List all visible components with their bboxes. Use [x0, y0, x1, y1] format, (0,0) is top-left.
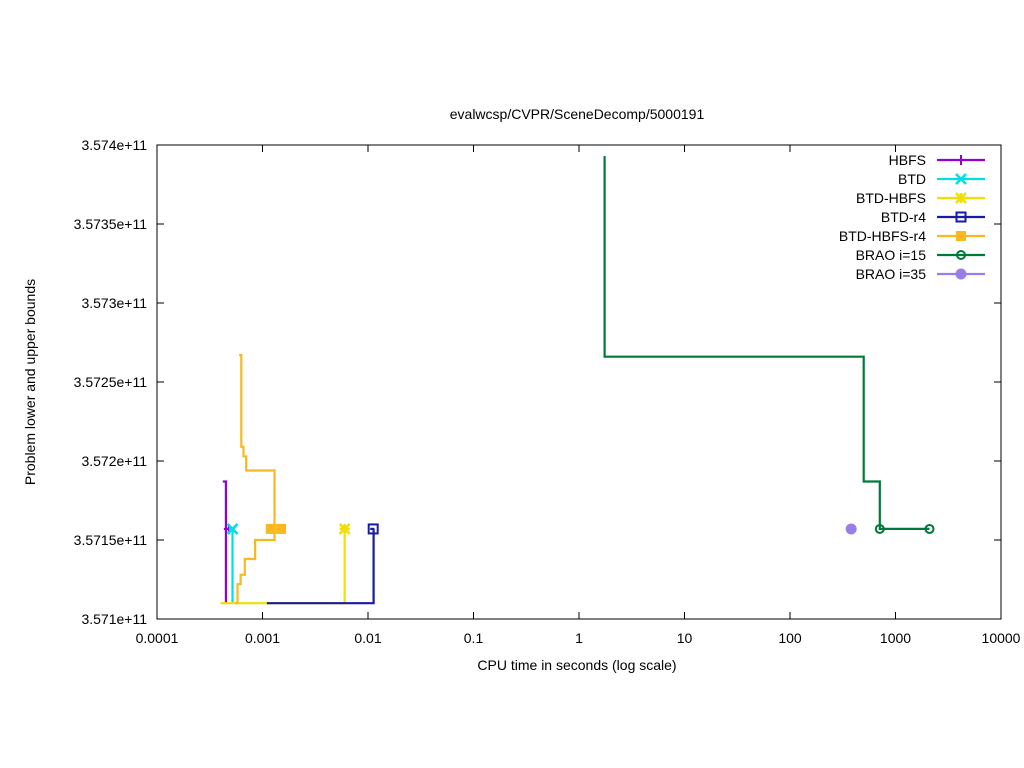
filled-circle-marker — [845, 523, 857, 535]
legend-entry: BTD-HBFS-r4 — [839, 228, 985, 244]
x-axis-label: CPU time in seconds (log scale) — [477, 657, 676, 673]
x-tick-label: 0.01 — [354, 630, 381, 646]
filled-square-marker — [956, 231, 966, 241]
legend-entry: BTD-HBFS — [856, 190, 985, 206]
series-btd-hbfs-r4 — [235, 354, 287, 605]
legend-entry: BTD — [898, 171, 985, 187]
legend-label: BTD — [898, 171, 926, 187]
y-tick-label: 3.5715e+11 — [74, 532, 148, 548]
legend-label: BTD-r4 — [881, 209, 926, 225]
filled-square-marker — [276, 523, 287, 534]
y-axis-label: Problem lower and upper bounds — [22, 279, 38, 485]
square-marker — [955, 211, 967, 223]
circle-marker — [956, 250, 966, 260]
legend-entry: HBFS — [889, 152, 985, 168]
star-marker — [955, 192, 967, 204]
legend: HBFS BTD BTD-HBFS BTD-r4 BTD-HBFS-r4 BRAO i=1… — [839, 152, 985, 282]
cross-marker — [226, 523, 239, 535]
legend-label: BRAO i=15 — [856, 247, 927, 263]
series-layer — [220, 156, 935, 605]
x-tick-label: 0.1 — [464, 630, 484, 646]
axes: 0.0001 0.001 0.01 0.1 1 10 100 1000 10000 3.571e+… — [74, 137, 1021, 646]
x-tick-label: 10000 — [982, 630, 1021, 646]
plot-frame — [156, 144, 1002, 620]
legend-label: BRAO i=35 — [856, 266, 927, 282]
cross-marker — [955, 173, 967, 185]
x-tick-label: 0.0001 — [136, 630, 179, 646]
star-marker — [338, 523, 351, 535]
upper-bound-line — [239, 354, 284, 530]
legend-entry: BRAO i=15 — [856, 247, 985, 263]
circle-marker — [874, 523, 885, 534]
legend-entry: BTD-r4 — [881, 209, 985, 225]
legend-label: HBFS — [889, 152, 926, 168]
filled-circle-marker — [955, 268, 967, 280]
y-tick-label: 3.571e+11 — [81, 611, 147, 627]
series-btd-hbfs — [220, 523, 351, 605]
legend-label: BTD-HBFS-r4 — [839, 228, 926, 244]
filled-square-marker — [265, 523, 276, 534]
square-marker — [367, 523, 379, 535]
y-tick-label: 3.574e+11 — [81, 137, 147, 153]
y-tick-label: 3.5735e+11 — [74, 216, 148, 232]
series-brao-i-35 — [845, 523, 857, 535]
circle-marker — [924, 523, 935, 534]
series-btd — [226, 523, 239, 604]
x-tick-label: 1000 — [880, 630, 911, 646]
upper-bound-line — [222, 480, 233, 530]
x-tick-label: 100 — [778, 630, 802, 646]
y-tick-label: 3.573e+11 — [81, 295, 147, 311]
y-tick-label: 3.5725e+11 — [74, 374, 148, 390]
x-tick-label: 1 — [575, 630, 583, 646]
lower-bound-line — [266, 528, 375, 605]
legend-entry: BRAO i=35 — [856, 266, 985, 282]
x-tick-label: 10 — [677, 630, 693, 646]
chart-title: evalwcsp/CVPR/SceneDecomp/5000191 — [450, 106, 705, 122]
legend-label: BTD-HBFS — [856, 190, 926, 206]
y-tick-label: 3.572e+11 — [81, 453, 147, 469]
series-brao-i-15 — [603, 156, 935, 534]
series-btd-r4 — [266, 523, 379, 605]
lower-bound-line — [220, 528, 346, 605]
lower-bound-line — [235, 528, 276, 605]
upper-bound-line — [603, 156, 930, 530]
plus-marker — [956, 155, 966, 165]
x-tick-label: 0.001 — [245, 630, 280, 646]
